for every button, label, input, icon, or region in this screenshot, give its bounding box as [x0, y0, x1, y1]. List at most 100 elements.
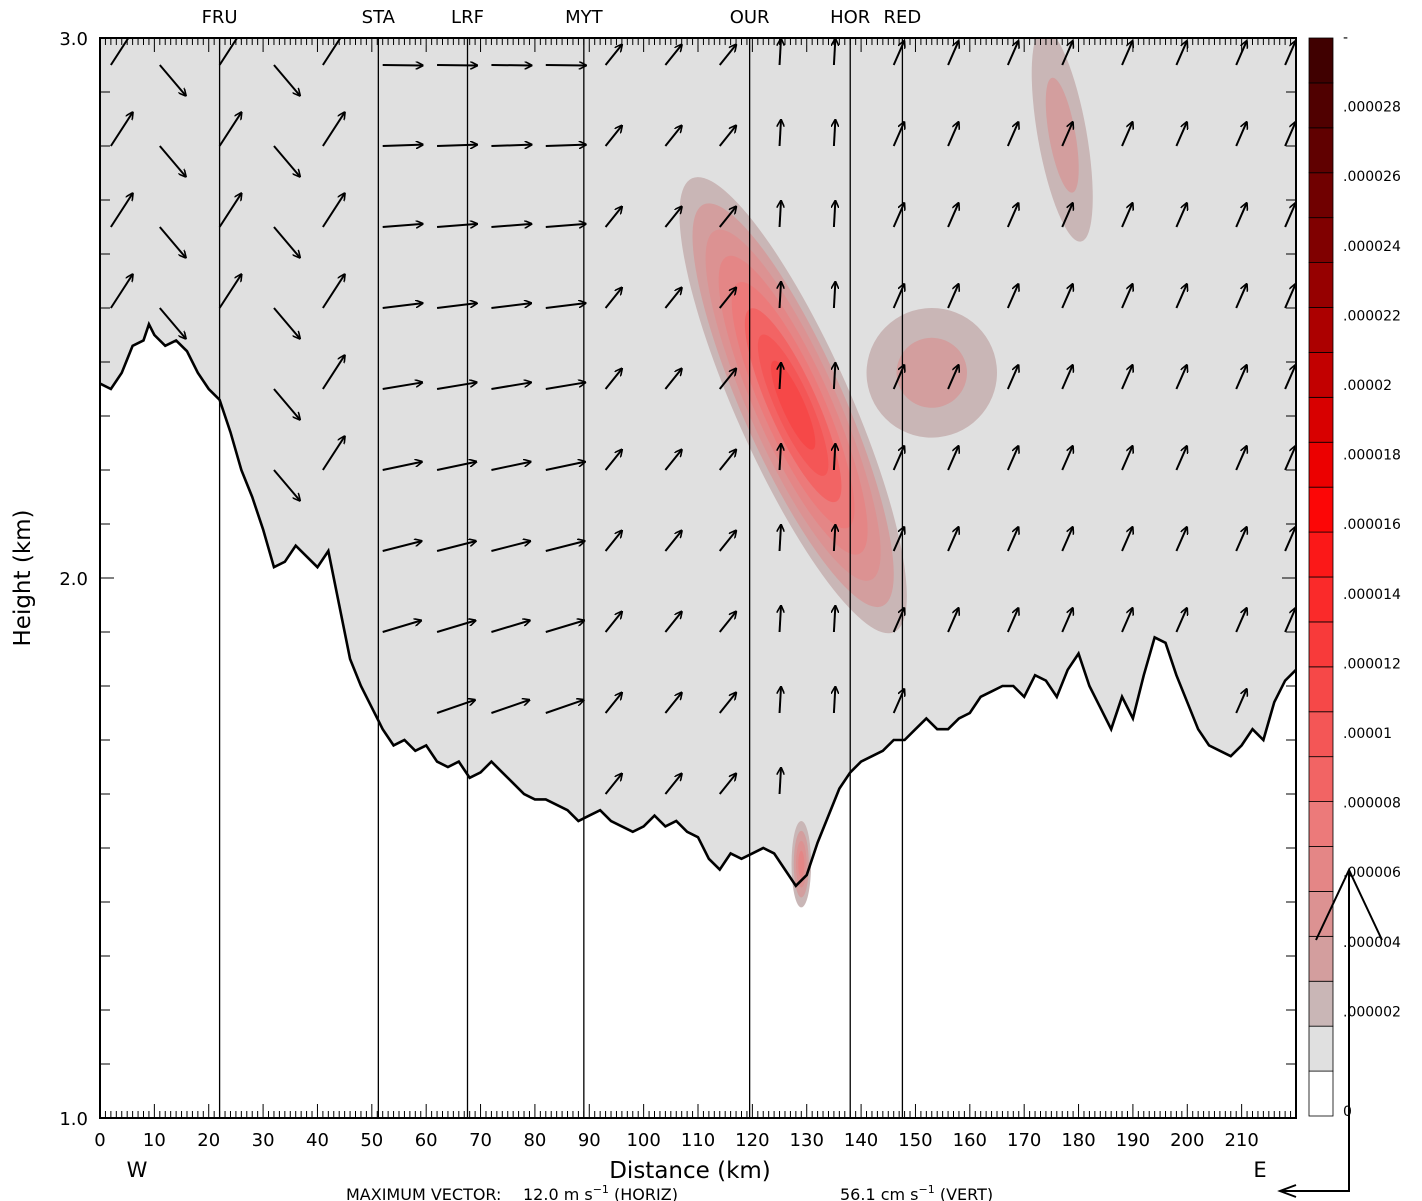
station-label-our: OUR — [730, 7, 770, 28]
wind-vector — [604, 369, 622, 390]
station-labels: FRU STA LRF MYT OUR HOR RED — [202, 7, 922, 28]
wind-vector — [1235, 446, 1246, 471]
colorbar-label: .000016 — [1343, 517, 1401, 533]
x-tick-label: 100 — [626, 1130, 660, 1151]
y-axis-label: Height (km) — [10, 509, 36, 646]
axis-ticks — [99, 37, 1297, 1119]
wind-vector — [1235, 203, 1246, 228]
colorbar-cell — [1308, 1025, 1334, 1072]
wind-vector — [1284, 122, 1296, 147]
wind-vector — [947, 122, 958, 147]
wind-vector — [1121, 284, 1132, 309]
y-tick-labels: 1.0 2.0 3.0 — [59, 29, 88, 1130]
wind-vector — [718, 531, 736, 552]
wind-vector — [1006, 446, 1018, 471]
x-tick-label: 60 — [415, 1130, 438, 1151]
wind-vector — [718, 207, 736, 228]
wind-vector — [718, 45, 736, 66]
wind-vector — [780, 444, 781, 471]
x-tick-label: 180 — [1061, 1130, 1095, 1151]
wind-vector — [110, 274, 133, 309]
wind-vector — [545, 462, 585, 471]
wind-vector — [834, 687, 835, 714]
wind-vector — [664, 612, 681, 633]
wind-vector — [834, 201, 835, 228]
colorbar-cell — [1308, 37, 1334, 84]
wind-vectors — [110, 38, 1296, 795]
wind-vector — [780, 201, 781, 228]
wind-vector — [1235, 122, 1246, 147]
colorbar-cell — [1308, 576, 1334, 623]
wind-vector — [436, 541, 476, 552]
wind-vector — [491, 700, 529, 714]
max-vector-horiz: 12.0 m s — [523, 1185, 593, 1201]
wind-vector — [664, 207, 681, 228]
wind-vector — [780, 768, 781, 795]
wind-vector — [947, 446, 958, 471]
station-lines — [218, 38, 904, 1118]
wind-vector — [159, 307, 186, 339]
wind-vector — [218, 274, 242, 309]
wind-vector — [1284, 365, 1296, 390]
contour-level-1-2 — [896, 337, 967, 408]
colorbar-cell — [1308, 441, 1334, 488]
wind-vector — [382, 541, 422, 552]
colorbar-cell — [1308, 262, 1334, 308]
wind-vector — [718, 693, 736, 714]
wind-vector — [382, 303, 423, 309]
wind-vector — [780, 282, 781, 309]
wind-vector — [834, 444, 835, 471]
colorbar-label: .000012 — [1343, 656, 1401, 672]
wind-vector — [545, 700, 584, 714]
scale-arrow-vertical — [1277, 867, 1383, 1198]
max-vector-vert-suffix: (VERT) — [935, 1185, 993, 1201]
colorbar-cell — [1308, 846, 1334, 892]
wind-vector — [218, 38, 242, 66]
wind-vector — [1061, 203, 1072, 228]
wind-vector — [110, 112, 133, 147]
station-label-fru: FRU — [202, 7, 238, 28]
field-area — [100, 38, 1296, 886]
wind-vector — [604, 774, 622, 795]
colorbar — [1308, 37, 1334, 1117]
wind-vector — [1121, 446, 1132, 471]
station-label-sta: STA — [362, 7, 396, 28]
colorbar-cell — [1308, 621, 1334, 668]
wind-vector — [664, 693, 681, 714]
y-tick-label: 3.0 — [59, 29, 88, 50]
wind-vector — [110, 38, 133, 66]
colorbar-cell — [1308, 1070, 1334, 1117]
wind-vector — [1061, 284, 1072, 309]
colorbar-label: .000022 — [1343, 308, 1401, 324]
wind-vector — [436, 621, 475, 633]
station-label-hor: HOR — [830, 7, 870, 28]
contour-level-3-4 — [798, 850, 805, 878]
max-vector-prefix: MAXIMUM VECTOR: — [346, 1185, 501, 1201]
wind-vector — [273, 307, 300, 339]
x-tick-label: 30 — [252, 1130, 275, 1151]
wind-vector — [1061, 608, 1072, 633]
contour-level-0-8 — [770, 360, 816, 450]
wind-vector — [491, 541, 530, 552]
wind-vector — [1235, 689, 1246, 714]
wind-vector — [604, 45, 622, 66]
wind-vector — [1235, 608, 1246, 633]
wind-vector — [604, 207, 622, 228]
wind-vector — [604, 450, 622, 471]
colorbar-cell — [1308, 127, 1334, 174]
colorbar-cell — [1308, 396, 1334, 443]
wind-vector — [1121, 41, 1132, 66]
colorbar-cell — [1308, 352, 1334, 398]
contour-level-2-2 — [1045, 77, 1079, 193]
wind-vector — [664, 288, 681, 309]
wind-vector — [1175, 203, 1186, 228]
colorbar-cell — [1308, 486, 1334, 533]
colorbar-cell — [1308, 307, 1334, 353]
wind-vector — [437, 145, 477, 146]
colorbar-label: - — [1343, 30, 1348, 46]
wind-vector — [273, 64, 300, 96]
colorbar-label: .000026 — [1343, 169, 1401, 185]
wind-vector — [382, 462, 422, 471]
wind-vector — [718, 288, 736, 309]
x-tick-label: 210 — [1224, 1130, 1258, 1151]
